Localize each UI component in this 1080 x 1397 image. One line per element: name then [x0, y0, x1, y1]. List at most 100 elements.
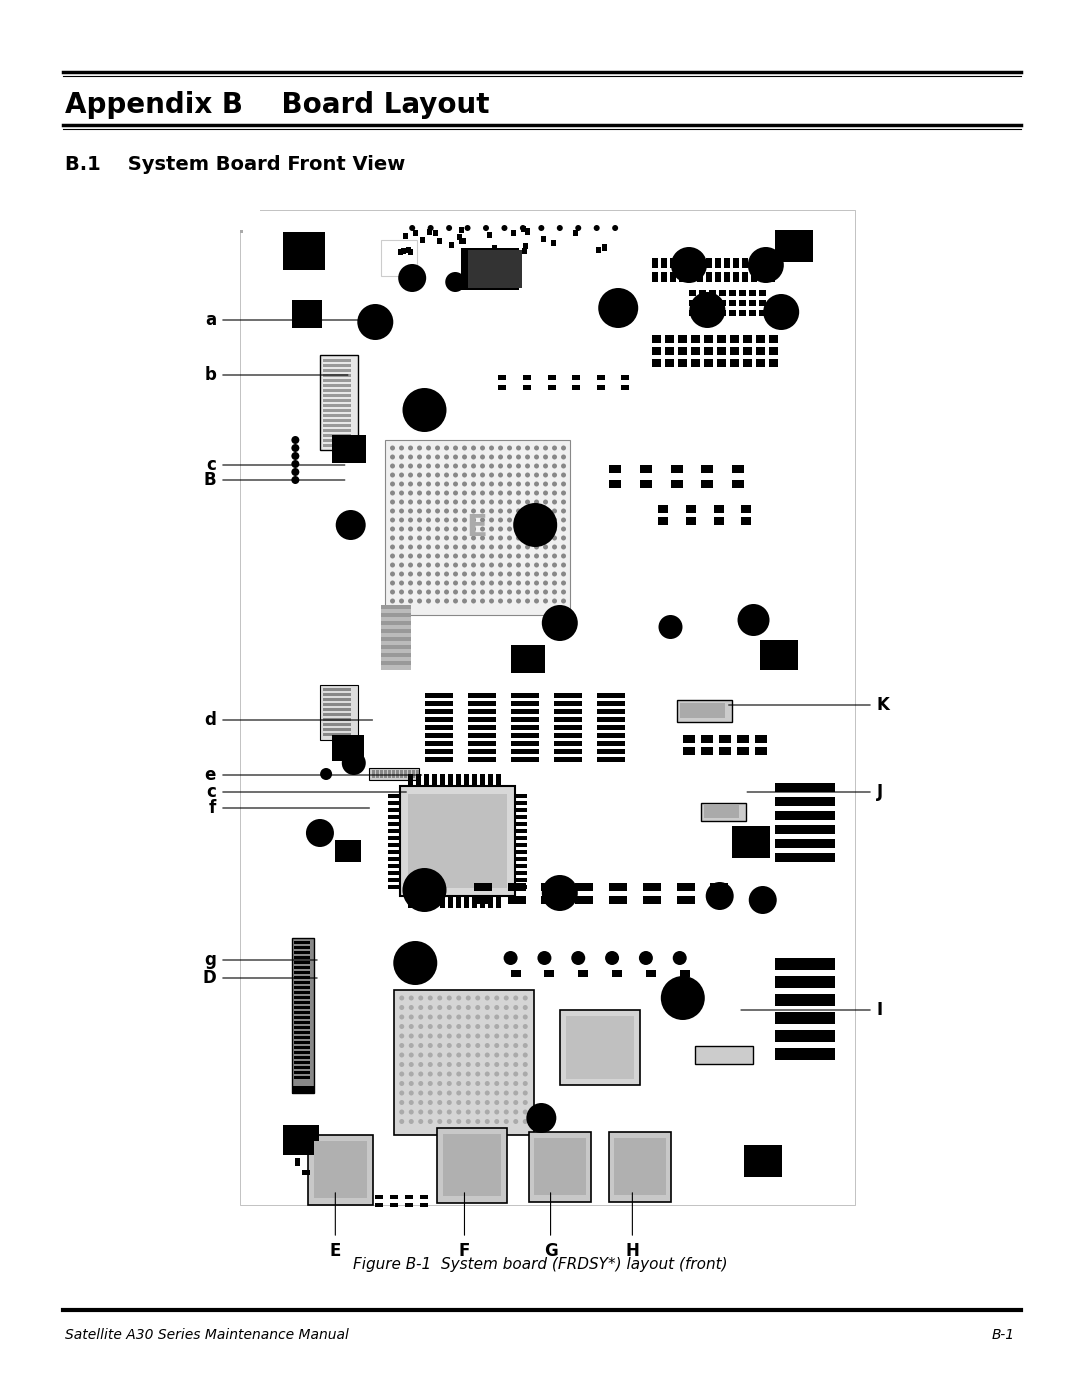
- Bar: [704, 359, 713, 367]
- Bar: [515, 870, 527, 875]
- Circle shape: [561, 581, 566, 585]
- Bar: [670, 272, 676, 282]
- Bar: [515, 800, 527, 805]
- Bar: [597, 725, 624, 731]
- Circle shape: [543, 563, 548, 567]
- Bar: [646, 970, 656, 977]
- Bar: [678, 335, 687, 344]
- Circle shape: [503, 1091, 509, 1095]
- Circle shape: [417, 500, 422, 504]
- Circle shape: [534, 553, 539, 559]
- Circle shape: [428, 1004, 433, 1010]
- Bar: [424, 710, 453, 714]
- Circle shape: [543, 454, 548, 460]
- Bar: [388, 842, 400, 847]
- Circle shape: [516, 500, 521, 504]
- Circle shape: [428, 1109, 433, 1115]
- Circle shape: [561, 472, 566, 478]
- Circle shape: [437, 1099, 442, 1105]
- Circle shape: [489, 517, 494, 522]
- Bar: [759, 640, 798, 671]
- Bar: [424, 717, 453, 722]
- Bar: [554, 733, 582, 738]
- Circle shape: [462, 553, 467, 559]
- Bar: [643, 883, 661, 891]
- Circle shape: [400, 1109, 404, 1115]
- Circle shape: [399, 571, 404, 577]
- Bar: [323, 425, 351, 427]
- Bar: [293, 1085, 314, 1094]
- Bar: [294, 971, 310, 974]
- Circle shape: [408, 1024, 414, 1030]
- Bar: [511, 701, 539, 705]
- Bar: [440, 895, 445, 908]
- Bar: [511, 733, 539, 738]
- Bar: [323, 379, 351, 381]
- Circle shape: [447, 1119, 451, 1125]
- Bar: [691, 346, 700, 355]
- Circle shape: [480, 482, 485, 486]
- Circle shape: [498, 446, 503, 450]
- Circle shape: [516, 517, 521, 522]
- Bar: [523, 243, 528, 249]
- Circle shape: [475, 1099, 481, 1105]
- Bar: [380, 770, 383, 778]
- Bar: [775, 1030, 835, 1042]
- Circle shape: [507, 527, 512, 531]
- Circle shape: [390, 482, 395, 486]
- Bar: [308, 1134, 373, 1206]
- Bar: [769, 335, 778, 344]
- Bar: [323, 733, 351, 736]
- Bar: [424, 749, 453, 754]
- Circle shape: [503, 1119, 509, 1125]
- Circle shape: [453, 482, 458, 486]
- Circle shape: [495, 1062, 499, 1067]
- Bar: [724, 272, 730, 282]
- Text: g: g: [204, 951, 216, 970]
- Bar: [759, 291, 766, 296]
- Bar: [515, 828, 527, 833]
- Circle shape: [503, 996, 509, 1000]
- Bar: [323, 703, 351, 705]
- Circle shape: [485, 1081, 489, 1085]
- Bar: [511, 757, 539, 761]
- Circle shape: [561, 446, 566, 450]
- Circle shape: [498, 527, 503, 531]
- Bar: [515, 856, 527, 861]
- Circle shape: [435, 571, 440, 577]
- Bar: [511, 749, 539, 754]
- Bar: [711, 883, 729, 891]
- Circle shape: [513, 1052, 518, 1058]
- Bar: [554, 725, 582, 731]
- Circle shape: [399, 264, 427, 292]
- Circle shape: [516, 590, 521, 595]
- Bar: [566, 1016, 634, 1078]
- Circle shape: [516, 581, 521, 585]
- Circle shape: [471, 517, 476, 522]
- Bar: [756, 335, 765, 344]
- Circle shape: [516, 490, 521, 496]
- Bar: [661, 258, 667, 268]
- Bar: [686, 504, 696, 513]
- Bar: [474, 895, 491, 904]
- Bar: [701, 747, 713, 754]
- Text: F: F: [459, 1242, 470, 1260]
- Circle shape: [534, 472, 539, 478]
- Bar: [597, 749, 624, 754]
- Circle shape: [552, 454, 557, 460]
- Circle shape: [390, 527, 395, 531]
- Bar: [323, 365, 351, 367]
- Bar: [534, 1139, 586, 1194]
- Text: e: e: [204, 766, 216, 784]
- Circle shape: [428, 1071, 433, 1077]
- Bar: [597, 701, 624, 705]
- Bar: [294, 1056, 310, 1059]
- Circle shape: [523, 1044, 528, 1048]
- Circle shape: [426, 509, 431, 514]
- Circle shape: [552, 509, 557, 514]
- Bar: [294, 1031, 310, 1034]
- Circle shape: [523, 1004, 528, 1010]
- Bar: [541, 236, 546, 242]
- Bar: [293, 937, 314, 1092]
- Circle shape: [659, 615, 683, 638]
